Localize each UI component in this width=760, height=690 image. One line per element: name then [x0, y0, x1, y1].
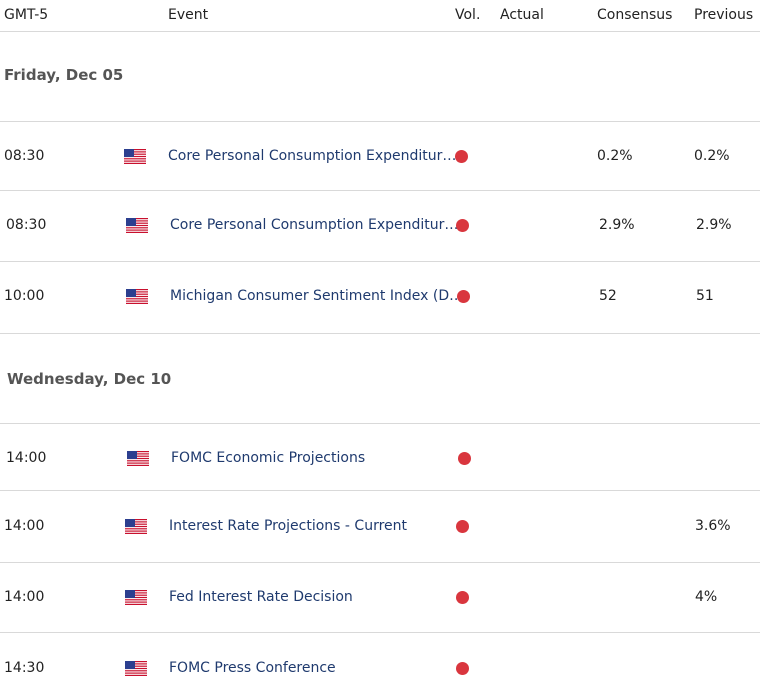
event-name-link[interactable]: Michigan Consumer Sentiment Index (D… — [170, 288, 464, 304]
event-name-link[interactable]: FOMC Press Conference — [169, 660, 336, 676]
event-time: 08:30 — [4, 148, 45, 164]
event-name-link[interactable]: Core Personal Consumption Expenditur… — [168, 148, 457, 164]
divider — [0, 490, 760, 491]
consensus-header: Consensus — [597, 7, 673, 23]
actual-header: Actual — [500, 7, 544, 23]
us-flag-icon — [126, 289, 148, 304]
previous-value: 2.9% — [696, 217, 732, 233]
us-flag-icon — [124, 149, 146, 164]
consensus-value: 2.9% — [599, 217, 635, 233]
event-row[interactable]: 14:30 FOMC Press Conference — [0, 659, 760, 679]
volatility-dot — [455, 150, 468, 163]
day-heading: Friday, Dec 05 — [4, 66, 124, 84]
consensus-value: 0.2% — [597, 148, 633, 164]
event-row[interactable]: 08:30 Core Personal Consumption Expendit… — [0, 216, 760, 236]
volatility-header: Vol. — [455, 7, 481, 23]
previous-value: 4% — [695, 589, 718, 605]
event-time: 10:00 — [4, 288, 45, 304]
volatility-dot — [456, 219, 469, 232]
event-name-link[interactable]: Core Personal Consumption Expenditur… — [170, 217, 459, 233]
divider — [0, 121, 760, 122]
event-time: 14:00 — [4, 518, 45, 534]
consensus-value: 52 — [599, 288, 617, 304]
divider — [0, 562, 760, 563]
previous-value: 51 — [696, 288, 714, 304]
event-name-link[interactable]: FOMC Economic Projections — [171, 450, 366, 466]
event-row[interactable]: 08:30 Core Personal Consumption Expendit… — [0, 147, 760, 167]
event-name-link[interactable]: Fed Interest Rate Decision — [169, 589, 353, 605]
event-time: 08:30 — [6, 217, 47, 233]
us-flag-icon — [125, 661, 147, 676]
volatility-dot — [456, 520, 469, 533]
event-time: 14:30 — [4, 660, 45, 676]
event-row[interactable]: 14:00 Fed Interest Rate Decision 4% — [0, 588, 760, 608]
table-header: GMT-5 Event Vol. Actual Consensus Previo… — [0, 0, 760, 32]
previous-value: 3.6% — [695, 518, 731, 534]
divider — [0, 423, 760, 424]
us-flag-icon — [127, 451, 149, 466]
event-name-link[interactable]: Interest Rate Projections - Current — [169, 518, 408, 534]
volatility-dot — [457, 290, 470, 303]
volatility-dot — [456, 662, 469, 675]
event-time: 14:00 — [4, 589, 45, 605]
us-flag-icon — [125, 590, 147, 605]
divider — [0, 333, 760, 334]
volatility-dot — [456, 591, 469, 604]
divider — [0, 190, 760, 191]
us-flag-icon — [126, 218, 148, 233]
timezone-header[interactable]: GMT-5 — [4, 7, 49, 23]
previous-header: Previous — [694, 7, 754, 23]
event-time: 14:00 — [6, 450, 47, 466]
day-heading: Wednesday, Dec 10 — [7, 370, 172, 388]
previous-value: 0.2% — [694, 148, 730, 164]
volatility-dot — [458, 452, 471, 465]
us-flag-icon — [125, 519, 147, 534]
event-row[interactable]: 14:00 FOMC Economic Projections — [0, 449, 760, 469]
divider — [0, 261, 760, 262]
event-header: Event — [168, 7, 209, 23]
divider — [0, 632, 760, 633]
event-row[interactable]: 14:00 Interest Rate Projections - Curren… — [0, 517, 760, 537]
event-row[interactable]: 10:00 Michigan Consumer Sentiment Index … — [0, 287, 760, 307]
